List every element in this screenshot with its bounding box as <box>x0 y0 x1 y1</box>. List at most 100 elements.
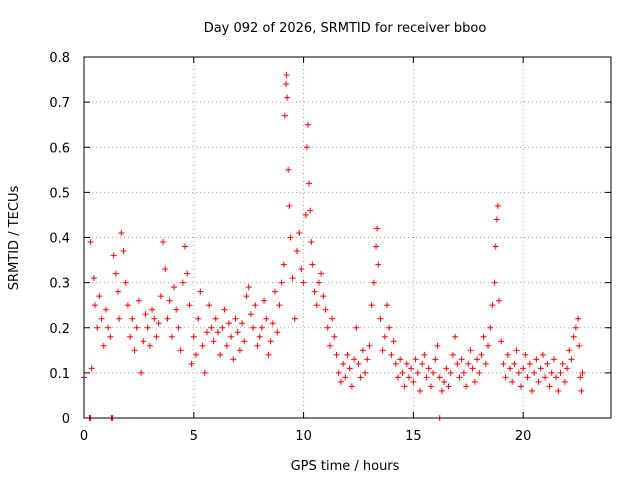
y-tick-label: 0.4 <box>49 232 70 247</box>
data-point <box>120 248 127 255</box>
data-point <box>302 211 309 218</box>
data-point <box>335 369 342 376</box>
data-point <box>116 315 123 322</box>
data-point <box>544 360 551 367</box>
data-point <box>405 374 412 381</box>
data-point <box>362 369 369 376</box>
data-point <box>230 356 237 363</box>
data-point <box>90 275 97 282</box>
data-point <box>124 302 131 309</box>
data-point <box>373 243 380 250</box>
data-point <box>474 356 481 363</box>
data-point <box>348 383 355 390</box>
data-point <box>289 275 296 282</box>
data-point <box>491 279 498 286</box>
data-point <box>570 333 577 340</box>
data-point <box>449 351 456 358</box>
y-tick-label: 0.6 <box>49 141 70 156</box>
data-point <box>269 320 276 327</box>
data-point <box>498 338 505 345</box>
data-point <box>390 338 397 345</box>
data-point <box>432 356 439 363</box>
data-point <box>487 324 494 331</box>
data-point <box>436 374 443 381</box>
x-tick-label: 5 <box>190 429 198 444</box>
data-point <box>195 315 202 322</box>
data-point <box>199 342 206 349</box>
data-point <box>177 347 184 354</box>
data-point <box>129 315 136 322</box>
data-point <box>149 306 156 313</box>
data-point <box>320 293 327 300</box>
data-point <box>287 234 294 241</box>
data-point <box>256 333 263 340</box>
data-point <box>263 315 270 322</box>
data-point <box>91 302 98 309</box>
data-point <box>228 333 235 340</box>
data-point <box>456 374 463 381</box>
y-tick-label: 0.1 <box>49 367 70 382</box>
data-point <box>469 365 476 372</box>
data-point <box>397 356 404 363</box>
data-point <box>368 302 375 309</box>
data-point <box>308 239 315 246</box>
data-point <box>285 166 292 173</box>
data-point <box>489 302 496 309</box>
data-point <box>197 288 204 295</box>
data-point <box>300 279 307 286</box>
data-point <box>465 360 472 367</box>
data-point <box>250 324 257 331</box>
data-point <box>496 297 503 304</box>
data-point <box>112 270 119 277</box>
data-point <box>408 365 415 372</box>
data-point <box>441 378 448 385</box>
data-point <box>447 369 454 376</box>
data-point <box>381 333 388 340</box>
data-point <box>286 202 293 209</box>
data-point <box>110 252 117 259</box>
data-point <box>291 315 298 322</box>
data-point <box>337 378 344 385</box>
data-point <box>307 207 314 214</box>
chart-title: Day 092 of 2026, SRMTID for receiver bbo… <box>204 21 487 36</box>
data-point <box>151 315 158 322</box>
data-point <box>203 329 210 336</box>
data-point <box>115 288 122 295</box>
data-point <box>219 324 226 331</box>
data-point <box>133 324 140 331</box>
x-tick-label: 15 <box>405 429 422 444</box>
data-point <box>443 365 450 372</box>
data-point <box>493 216 500 223</box>
y-tick-label: 0.7 <box>49 96 70 111</box>
data-point <box>234 329 241 336</box>
data-point <box>471 378 478 385</box>
data-point <box>480 333 487 340</box>
data-point <box>168 333 175 340</box>
data-point <box>258 324 265 331</box>
data-point <box>528 387 535 394</box>
data-point <box>173 306 180 313</box>
data-point <box>542 374 549 381</box>
data-point <box>118 229 125 236</box>
data-point <box>293 248 300 255</box>
data-point <box>526 360 533 367</box>
data-point <box>94 324 101 331</box>
data-point <box>577 374 584 381</box>
data-point <box>340 360 347 367</box>
data-point <box>283 81 290 88</box>
data-point <box>206 302 213 309</box>
data-point <box>548 369 555 376</box>
data-point <box>386 324 393 331</box>
data-point <box>210 338 217 345</box>
data-point <box>140 338 147 345</box>
data-point <box>561 378 568 385</box>
data-point <box>127 333 134 340</box>
data-point <box>303 144 310 151</box>
data-point <box>267 338 274 345</box>
data-point <box>482 360 489 367</box>
data-point <box>105 324 112 331</box>
data-point <box>353 324 360 331</box>
data-point <box>421 351 428 358</box>
